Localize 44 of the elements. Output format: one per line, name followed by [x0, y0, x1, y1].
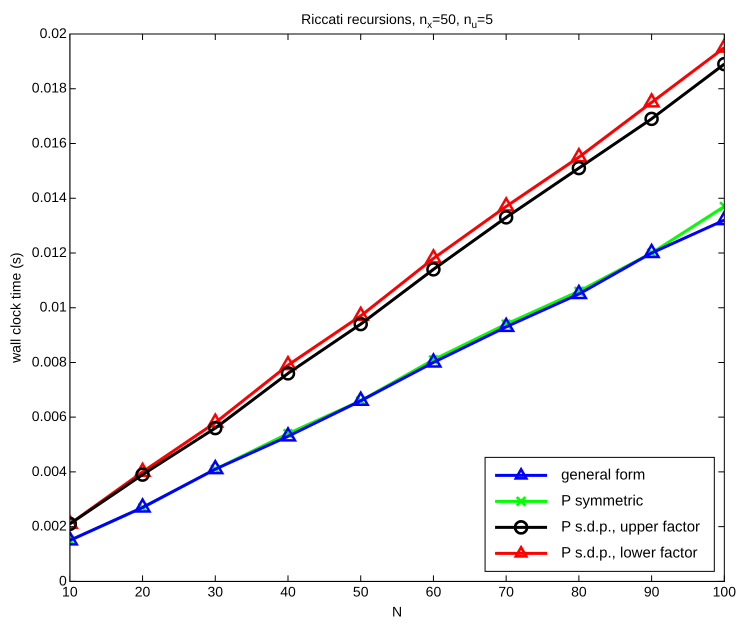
point — [426, 262, 441, 277]
point — [498, 210, 514, 225]
point — [352, 392, 369, 406]
point — [425, 249, 442, 264]
point — [425, 353, 442, 368]
x-tick-label: 80 — [571, 584, 587, 600]
y-tick-label: 0.008 — [32, 353, 68, 370]
x-tick-label: 40 — [280, 584, 296, 600]
x-tick-label: 60 — [426, 584, 442, 600]
y-tick-label: 0.016 — [32, 134, 68, 150]
y-tick-label: 0.02 — [40, 24, 68, 41]
x-tick-label: 30 — [207, 584, 224, 600]
x-tick-label: 50 — [352, 584, 369, 600]
x-axis-title: N — [392, 603, 402, 620]
legend-label: P s.d.p., upper factor — [561, 518, 700, 536]
point — [208, 420, 223, 436]
y-tick-label: 0.01 — [40, 298, 68, 315]
y-tick-label: 0.014 — [32, 189, 68, 206]
x-tick-label: 90 — [644, 584, 660, 600]
x-tick-label: 100 — [712, 584, 736, 600]
point — [643, 244, 660, 258]
x-tick-label: 20 — [134, 584, 151, 600]
point — [570, 284, 588, 300]
point — [644, 112, 659, 126]
y-tick-label: 0 — [59, 572, 68, 588]
y-tick-label: 0.012 — [32, 244, 68, 260]
legend-label: general form — [561, 466, 646, 484]
legend-label: P symmetric — [561, 492, 644, 510]
point — [280, 427, 296, 442]
y-tick-label: 0.018 — [32, 80, 68, 96]
y-tick-label: 0.004 — [32, 462, 68, 479]
point — [572, 160, 586, 176]
point — [207, 460, 224, 474]
point — [134, 498, 151, 513]
y-tick-label: 0.002 — [32, 518, 68, 534]
y-tick-label: 0.006 — [32, 408, 68, 424]
y-axis-title: wall clock time (s) — [7, 252, 24, 364]
point — [280, 366, 296, 381]
legend-label: P s.d.p., lower factor — [561, 544, 698, 562]
point — [353, 316, 368, 332]
point — [498, 318, 514, 332]
x-tick-label: 70 — [498, 584, 514, 600]
point — [643, 93, 660, 108]
point — [498, 197, 514, 212]
